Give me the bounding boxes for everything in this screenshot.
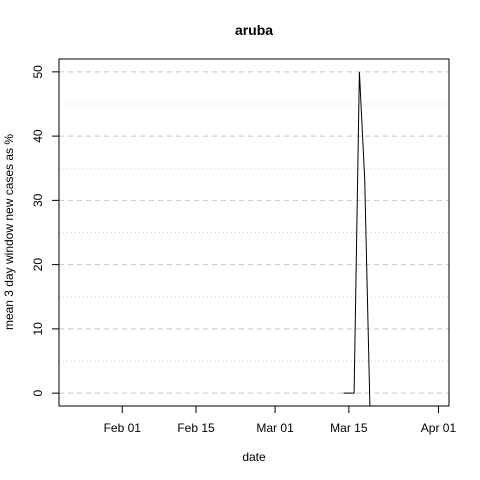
x-tick-label: Mar 01 [256,421,294,435]
y-tick-label: 30 [31,193,45,207]
grid [59,71,449,394]
plot-frame [58,58,450,407]
x-tick-label: Apr 01 [421,421,457,435]
series-line [343,71,371,407]
x-tick-label: Feb 15 [177,421,215,435]
y-tick-label: 40 [31,129,45,143]
series-layer [343,71,371,407]
x-axis-label: date [242,450,266,464]
chart-title: aruba [235,22,273,38]
y-axis-label: mean 3 day window new cases as % [2,134,16,330]
y-tick-label: 50 [31,65,45,79]
x-tick-label: Mar 15 [330,421,368,435]
x-axis: Feb 01 Feb 15 Mar 01 Mar 15 Apr 01 [104,406,457,435]
y-tick-label: 0 [31,389,45,396]
x-tick-label: Feb 01 [104,421,142,435]
y-axis: 0 10 20 30 40 50 [31,65,59,396]
y-tick-label: 10 [31,322,45,336]
y-tick-label: 20 [31,258,45,272]
